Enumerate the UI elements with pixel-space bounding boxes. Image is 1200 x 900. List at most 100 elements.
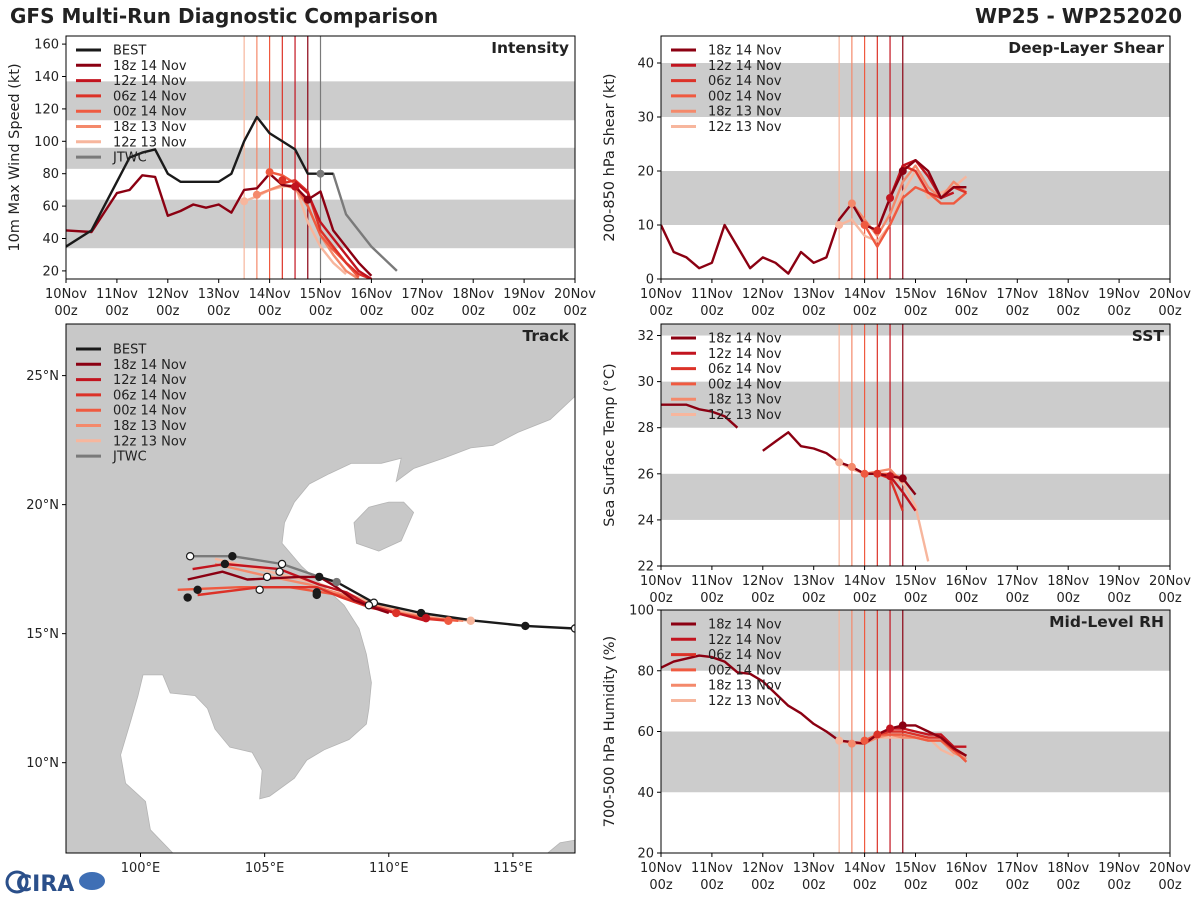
track-12z-14-nov [192, 562, 427, 622]
panel-title: Deep-Layer Shear [1008, 39, 1164, 57]
x-tick-label: 13Nov [198, 287, 240, 302]
x-tick-label: 00z [700, 591, 724, 606]
x-tick-label: 00z [853, 591, 877, 606]
series-18z-14-nov [661, 654, 968, 757]
x-tick-label: 16Nov [350, 287, 392, 302]
legend-label-18z-13-nov: 18z 13 Nov [708, 393, 782, 408]
x-tick-label: 00z [1057, 878, 1081, 893]
track-marker [220, 559, 230, 569]
init-point-18z-14-nov [898, 167, 907, 175]
panel-title: Mid-Level RH [1049, 613, 1164, 631]
x-tick-label: 19Nov [1098, 861, 1140, 876]
legend-label-jtwc: JTWC [112, 151, 147, 166]
borneo-tip [547, 839, 575, 853]
legend-label-12z-13-nov: 12z 13 Nov [708, 408, 782, 423]
legend-label-18z-14-nov: 18z 14 Nov [113, 59, 187, 74]
x-tick-label: 00z [1057, 304, 1081, 319]
logo-text: CIRA [16, 872, 74, 897]
x-tick-label: 12Nov [742, 287, 784, 302]
legend-label-00z-14-nov: 00z 14 Nov [113, 105, 187, 120]
x-tick-label: 00z [904, 878, 928, 893]
legend-label-18z-14-nov: 18z 14 Nov [708, 618, 782, 633]
x-tick-label: 00z [1006, 591, 1030, 606]
track-marker [255, 585, 264, 594]
y-axis-label: Sea Surface Temp (°C) [602, 363, 618, 526]
y-tick-label: 100 [34, 135, 59, 150]
storm-id: WP25 - WP252020 [975, 4, 1182, 28]
legend-label-00z-14-nov: 00z 14 Nov [708, 663, 782, 678]
y-tick-label: 40 [637, 57, 654, 72]
init-point-18z-13-nov [252, 190, 261, 199]
x-tick-label: 17Nov [996, 574, 1038, 589]
x-tick-label: 11Nov [96, 287, 138, 302]
x-tick-label: 00z [360, 304, 384, 319]
x-tick-label: 105°E [245, 861, 285, 876]
legend-label-12z-13-nov: 12z 13 Nov [113, 434, 187, 449]
x-tick-label: 00z [1107, 878, 1131, 893]
legend-label-18z-14-nov: 18z 14 Nov [708, 332, 782, 347]
y-tick-label: 28 [637, 421, 654, 436]
x-tick-label: 00z [700, 878, 724, 893]
legend-label-06z-14-nov: 06z 14 Nov [708, 648, 782, 663]
x-tick-label: 18Nov [1047, 861, 1089, 876]
x-tick-label: 14Nov [249, 287, 291, 302]
y-axis-label: 700-500 hPa Humidity (%) [602, 636, 618, 827]
legend-label-12z-14-nov: 12z 14 Nov [708, 633, 782, 648]
init-point-06z-14-nov [873, 469, 882, 478]
init-point-12z-13-nov [835, 736, 844, 745]
y-axis-label: 200-850 hPa Shear (kt) [602, 73, 618, 241]
legend-label-jtwc: JTWC [112, 450, 147, 465]
track-marker [315, 572, 324, 582]
y-axis-label: 10m Max Wind Speed (kt) [7, 63, 23, 251]
series-12z-14-nov [294, 180, 373, 279]
x-tick-label: 00z [1107, 591, 1131, 606]
x-tick-label: 00z [802, 878, 826, 893]
x-tick-label: 12Nov [742, 861, 784, 876]
legend-label-best: BEST [113, 343, 146, 358]
x-tick-label: 00z [904, 591, 928, 606]
legend-label-06z-14-nov: 06z 14 Nov [708, 74, 782, 89]
y-tick-label: 0 [646, 273, 654, 288]
x-tick-label: 100°E [121, 861, 161, 876]
y-tick-label: 20 [637, 165, 654, 180]
series-18z-13-nov [851, 733, 967, 760]
x-tick-label: 00z [649, 304, 673, 319]
init-point-12z-14-nov [886, 194, 895, 202]
init-point-18z-13-nov [847, 199, 856, 208]
plot-frame [65, 323, 576, 854]
x-tick-label: 10Nov [45, 287, 87, 302]
x-tick-label: 115°E [493, 861, 533, 876]
y-tick-label: 60 [637, 725, 654, 740]
panel-title: Track [523, 327, 570, 345]
y-tick-label: 160 [34, 38, 59, 53]
x-tick-label: 10Nov [640, 287, 682, 302]
x-tick-label: 00z [751, 591, 775, 606]
series-18z-14-nov [661, 158, 967, 275]
x-tick-label: 00z [512, 304, 536, 319]
init-point-00z-14-nov [860, 736, 869, 745]
x-tick-label: 19Nov [1098, 287, 1140, 302]
y-tick-label: 80 [42, 167, 59, 182]
chart-rh: 20 40 60 80 100 10Nov 00z 11Nov 00z 12Nov 00z 13Nov… [602, 604, 1191, 894]
x-tick-label: 00z [1158, 591, 1182, 606]
y-tick-label: 15°N [26, 627, 59, 642]
x-tick-label: 10Nov [640, 861, 682, 876]
chart-shear: 0 10 20 30 40 10Nov 00z 11Nov 00z 12Nov 00z 13Nov 00… [602, 35, 1191, 319]
init-point-12z-13-nov [835, 458, 844, 467]
x-tick-label: 110°E [369, 861, 409, 876]
legend-label-06z-14-nov: 06z 14 Nov [113, 388, 187, 403]
y-tick-label: 30 [637, 375, 654, 390]
track-marker [275, 567, 284, 576]
x-tick-label: 14Nov [844, 287, 886, 302]
init-point-18z-13-nov [847, 739, 856, 748]
legend-label-best: BEST [113, 44, 146, 59]
logo-emblem-icon [79, 872, 105, 890]
legend-label-12z-13-nov: 12z 13 Nov [708, 120, 782, 135]
track-jtwc [190, 555, 335, 584]
series-best [66, 115, 334, 248]
legend-label-00z-14-nov: 00z 14 Nov [113, 404, 187, 419]
x-tick-label: 15Nov [895, 287, 937, 302]
series-00z-14-nov [863, 185, 968, 248]
band-1 [661, 610, 1170, 671]
init-point-18z-13-nov [847, 462, 856, 471]
